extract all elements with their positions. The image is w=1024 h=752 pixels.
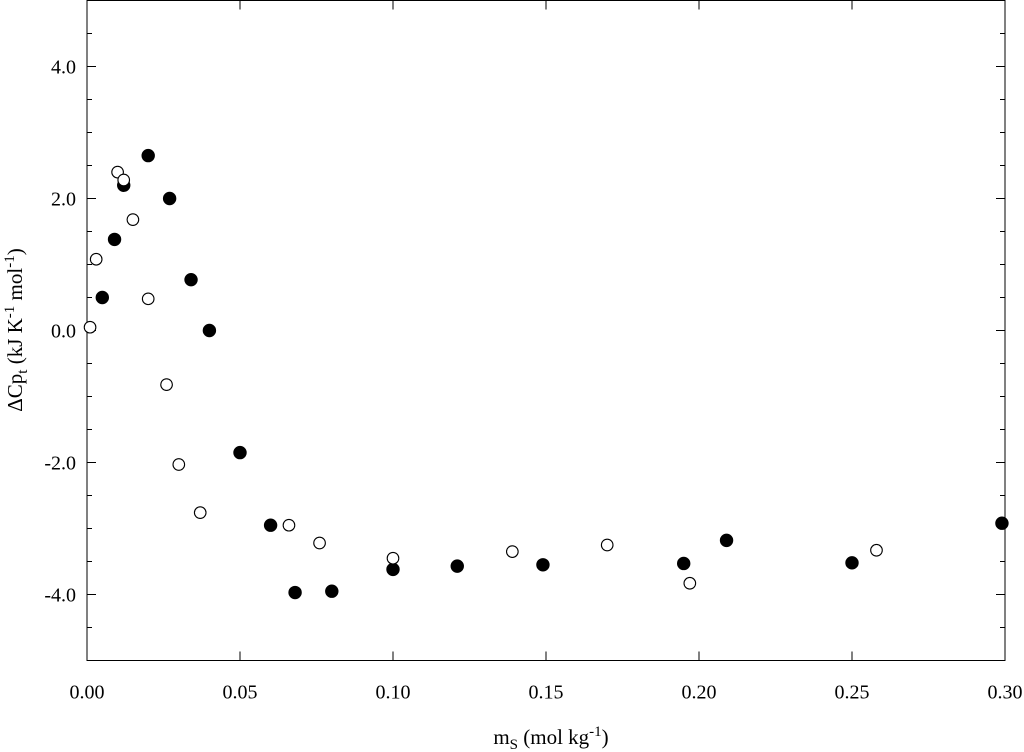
y-tick-label: 0.0 <box>51 321 76 343</box>
y-tick-label: -4.0 <box>44 585 76 607</box>
filled-data-point <box>202 323 217 338</box>
open-data-point <box>160 378 173 391</box>
open-data-point <box>600 538 614 552</box>
filled-data-point <box>162 191 177 206</box>
open-data-point <box>505 545 519 558</box>
y-tick-label: -2.0 <box>44 453 76 475</box>
y-tick-label: 4.0 <box>51 57 76 79</box>
filled-data-point <box>719 533 734 548</box>
open-data-point <box>282 518 296 532</box>
filled-data-point <box>677 556 691 571</box>
open-data-point <box>193 506 207 520</box>
open-data-point <box>386 551 400 565</box>
x-tick-label: 0.30 <box>988 682 1023 704</box>
open-data-point <box>126 213 140 226</box>
filled-data-point <box>233 445 247 460</box>
filled-data-point <box>95 290 110 305</box>
axis-tick-labels: -4.0 -2.0 0.0 2.0 4.0 0.00 0.05 0.10 0.15 0.20 0.2… <box>44 57 1022 704</box>
x-tick-label: 0.10 <box>376 682 411 704</box>
filled-data-point <box>288 585 302 600</box>
open-data-point <box>89 252 103 266</box>
open-data-point <box>172 458 186 471</box>
y-axis-title: ΔCpt (kJ K-1 mol-1) <box>2 248 31 411</box>
open-data-point <box>117 173 131 187</box>
x-tick-label: 0.20 <box>682 682 717 704</box>
open-data-point <box>83 320 97 334</box>
y-tick-label: 2.0 <box>51 189 76 211</box>
open-data-point <box>683 576 697 590</box>
x-axis-title: mS (mol kg-1) <box>493 724 608 752</box>
filled-data-point <box>995 516 1009 530</box>
x-tick-label: 0.15 <box>529 682 564 704</box>
open-data-point <box>313 536 326 550</box>
filled-data-point <box>386 562 400 577</box>
x-tick-label: 0.00 <box>70 682 105 704</box>
filled-data-point <box>325 584 339 598</box>
open-data-point <box>870 543 883 557</box>
filled-data-point <box>107 232 122 247</box>
data-points <box>83 148 1009 600</box>
filled-data-point <box>263 518 278 532</box>
open-data-point <box>141 292 155 306</box>
filled-data-point <box>536 558 550 572</box>
filled-data-point <box>184 272 198 287</box>
x-tick-label: 0.25 <box>835 682 870 704</box>
filled-data-point <box>141 148 155 163</box>
filled-data-point <box>450 559 464 573</box>
filled-data-point <box>845 556 859 570</box>
x-tick-label: 0.05 <box>223 682 258 704</box>
